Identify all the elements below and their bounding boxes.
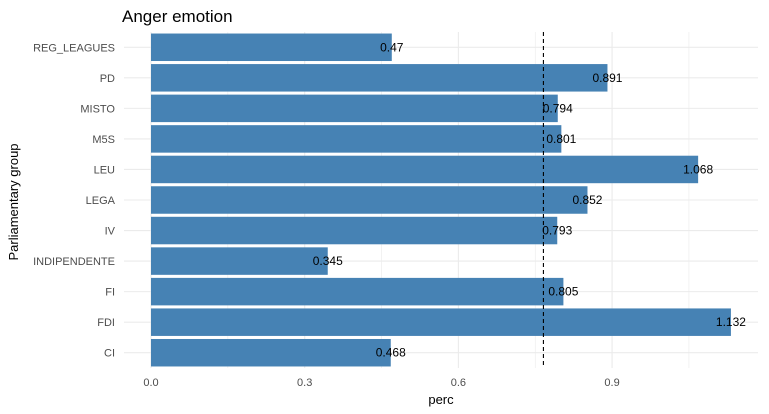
- y-tick-label: LEU: [94, 164, 115, 176]
- data-label: 0.345: [313, 254, 343, 268]
- bar-reg-leagues: [151, 33, 392, 62]
- y-tick-labels: CI FDI FI INDIPENDENTE IV LEGA LEU M5S MISTO PD RE…: [33, 42, 116, 359]
- y-tick-label: M5S: [92, 134, 115, 146]
- y-tick-label: INDIPENDENTE: [33, 256, 115, 268]
- bar-fi: [151, 277, 564, 306]
- data-label: 0.794: [543, 101, 573, 115]
- data-label: 1.132: [716, 315, 746, 329]
- data-label: 0.891: [592, 71, 622, 85]
- x-tick-label: 0.3: [297, 377, 312, 389]
- x-tick-label: 0.0: [143, 377, 158, 389]
- bar-lega: [151, 186, 588, 214]
- y-tick-label: FDI: [97, 317, 115, 329]
- data-label: 1.068: [683, 162, 713, 176]
- bars: [151, 33, 731, 367]
- bar-leu: [151, 155, 699, 184]
- bar-pd: [151, 64, 608, 92]
- data-label: 0.47: [380, 40, 404, 54]
- y-tick-label: PD: [100, 73, 115, 85]
- data-label: 0.793: [542, 224, 572, 238]
- y-tick-label: REG_LEAGUES: [33, 42, 115, 54]
- bar-fdi: [151, 308, 731, 336]
- x-tick-label: 0.9: [604, 377, 619, 389]
- data-label: 0.468: [376, 346, 406, 360]
- y-tick-label: IV: [105, 226, 116, 238]
- bar-ci: [151, 338, 391, 367]
- y-axis-title: Parliamentary group: [6, 143, 21, 260]
- y-tick-label: CI: [104, 348, 115, 360]
- y-tick-label: FI: [105, 287, 115, 299]
- y-tick-label: LEGA: [86, 195, 116, 207]
- bar-m5s: [151, 125, 562, 153]
- chart-title: Anger emotion: [122, 7, 233, 26]
- bar-indipendente: [151, 247, 328, 275]
- x-axis-title: perc: [428, 392, 454, 407]
- data-label: 0.852: [572, 193, 602, 207]
- data-label: 0.801: [546, 132, 576, 146]
- data-label: 0.805: [548, 285, 578, 299]
- bar-misto: [151, 94, 558, 123]
- bar-iv: [151, 216, 558, 245]
- y-tick-label: MISTO: [80, 103, 115, 115]
- x-tick-labels: 0.0 0.3 0.6 0.9: [143, 377, 619, 389]
- x-tick-label: 0.6: [451, 377, 466, 389]
- data-labels: 0.468 1.132 0.805 0.345 0.793 0.852 1.068 0.801…: [313, 40, 747, 359]
